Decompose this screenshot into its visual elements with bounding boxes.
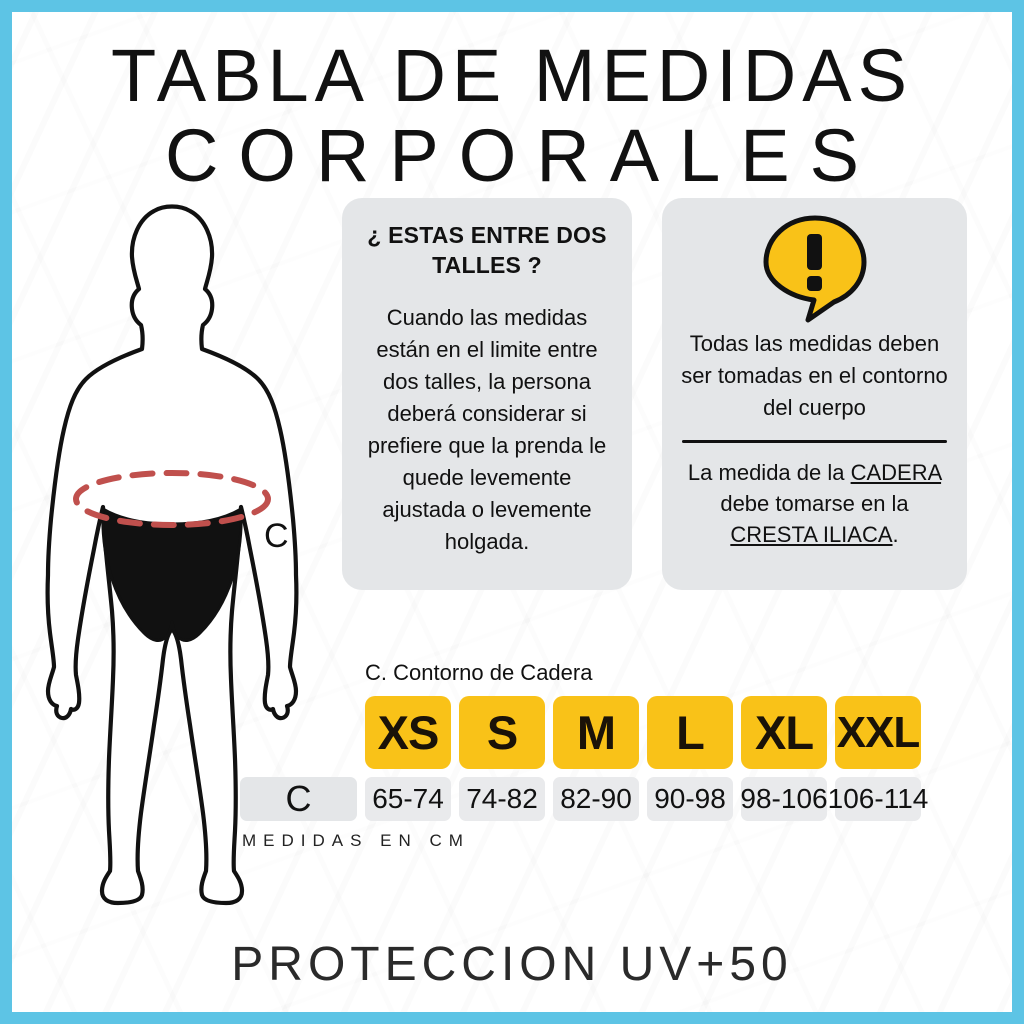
size-badge-xl[interactable]: XL bbox=[741, 696, 827, 769]
body-figure: C bbox=[42, 197, 327, 912]
value-cell-xxl: 106-114 bbox=[828, 777, 928, 821]
value-cell-xl: 98-106 bbox=[740, 777, 828, 821]
value-cell-xs: 65-74 bbox=[365, 777, 451, 821]
size-badge-s[interactable]: S bbox=[459, 696, 545, 769]
card-right-body: Todas las medidas deben ser tomadas en e… bbox=[681, 331, 948, 420]
card-left-body: Cuando las medidas están en el limite en… bbox=[367, 305, 607, 554]
note-emphasis-cresta-iliaca: CRESTA ILIACA bbox=[730, 522, 893, 547]
size-values-row: C 65-74 74-82 82-90 90-98 98-106 106-114 bbox=[240, 777, 1000, 821]
page-title-line2: CORPORALES bbox=[164, 114, 880, 197]
poster-panel: TABLA DE MEDIDAS CORPORALES C ¿ ESTAS EN… bbox=[12, 12, 1012, 1012]
card-right-divider bbox=[682, 440, 947, 443]
size-header-row: XS S M L XL XXL bbox=[365, 696, 1000, 769]
card-left-heading: ¿ ESTAS ENTRE DOS TALLES ? bbox=[367, 222, 607, 278]
size-table-caption: C. Contorno de Cadera bbox=[365, 660, 593, 685]
hip-measure-dashed-ellipse bbox=[73, 470, 271, 528]
note-mid: debe tomarse en la bbox=[720, 491, 909, 516]
note-prefix: La medida de la bbox=[687, 460, 851, 485]
value-cell-m: 82-90 bbox=[553, 777, 639, 821]
note-emphasis-cadera: CADERA bbox=[850, 460, 942, 485]
page-title-line1: TABLA DE MEDIDAS bbox=[111, 34, 913, 117]
card-right-note: La medida de la CADERA debe tomarse en l… bbox=[676, 457, 953, 550]
row-label-c: C bbox=[240, 777, 357, 821]
value-cell-l: 90-98 bbox=[647, 777, 733, 821]
size-badge-l[interactable]: L bbox=[647, 696, 733, 769]
size-table: C. Contorno de Cadera XS S M L XL XXL C … bbox=[240, 660, 1000, 851]
hip-label-c: C bbox=[264, 517, 289, 555]
page-title: TABLA DE MEDIDAS CORPORALES bbox=[12, 39, 1012, 197]
briefs-shape bbox=[101, 506, 243, 642]
note-suffix: . bbox=[892, 522, 899, 547]
size-badge-m[interactable]: M bbox=[553, 696, 639, 769]
exclamation-bubble-icon bbox=[756, 212, 874, 324]
size-badge-xs[interactable]: XS bbox=[365, 696, 451, 769]
size-badge-xxl[interactable]: XXL bbox=[835, 696, 921, 769]
card-between-sizes: ¿ ESTAS ENTRE DOS TALLES ? Cuando las me… bbox=[342, 198, 632, 590]
value-cell-s: 74-82 bbox=[459, 777, 545, 821]
card-measure-rules: Todas las medidas deben ser tomadas en e… bbox=[662, 198, 967, 590]
footer-tagline: PROTECCION UV+50 bbox=[231, 938, 793, 991]
units-label: MEDIDAS EN CM bbox=[242, 831, 470, 850]
